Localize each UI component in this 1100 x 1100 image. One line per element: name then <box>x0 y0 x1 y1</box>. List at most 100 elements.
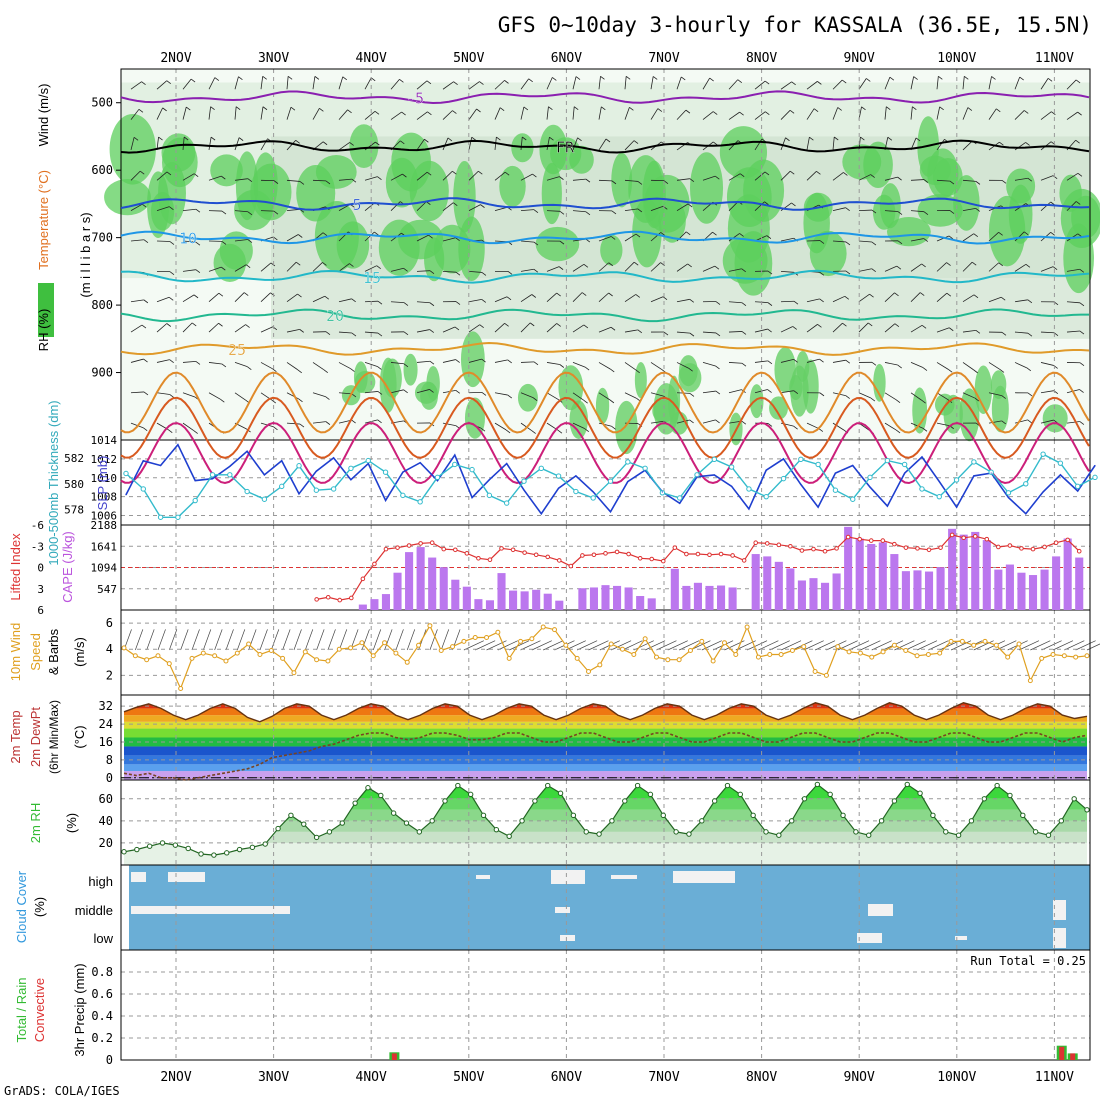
wind-barb <box>1014 110 1025 120</box>
rh-color-band <box>124 809 1087 821</box>
wind-barb-flag <box>1075 201 1081 205</box>
wind-barb-flag <box>897 364 902 369</box>
wind-barb-flag <box>424 138 429 143</box>
wind-barb-flag <box>663 180 669 184</box>
lifted-index-point <box>892 541 897 547</box>
wind-barb-flag <box>764 171 770 176</box>
lifted-index-point <box>880 538 886 543</box>
wind-speed-point <box>155 653 161 659</box>
rh-point <box>814 781 821 788</box>
wind-barb <box>780 358 794 363</box>
wind-barb <box>234 239 248 242</box>
wind-barb-flag <box>455 359 460 363</box>
cape-bar <box>774 561 783 610</box>
wind-speed-point <box>257 651 263 657</box>
wind-barb-10m <box>248 629 257 651</box>
wind-barb <box>468 137 473 151</box>
wind-barb-flag <box>938 75 943 80</box>
wind-barb <box>650 262 661 272</box>
rh-moist-cell <box>1008 184 1033 244</box>
rh-point <box>570 812 577 819</box>
lifted-index-point <box>1030 546 1036 552</box>
lifted-index-point <box>325 594 331 600</box>
wind-barb <box>650 205 664 212</box>
slp-point <box>557 487 560 489</box>
wind-speed-point <box>393 650 399 656</box>
isotherm-line <box>120 269 1090 284</box>
wind-barb-flag <box>1027 299 1033 304</box>
wind-barb-flag <box>657 108 663 112</box>
wind-barb-flag <box>660 262 665 266</box>
wind-barb <box>962 140 973 151</box>
slp-point <box>661 491 664 493</box>
wind-barb <box>494 392 508 396</box>
lifted-index-point <box>741 558 747 563</box>
wind-barb-10m <box>475 640 496 651</box>
wind-barb-10m <box>928 640 949 651</box>
cloud-patch <box>168 872 205 882</box>
lifted-index-point <box>1007 543 1013 548</box>
wind-barb <box>988 231 999 242</box>
wind-barb <box>572 137 578 151</box>
wind-barb-flag <box>741 331 747 335</box>
wind-barb <box>702 390 716 394</box>
wind-barb <box>468 81 480 90</box>
rh-point <box>146 843 153 849</box>
wind-barb <box>858 209 873 212</box>
wind-barb-flag <box>583 263 589 268</box>
wind-barb <box>624 76 627 90</box>
slp-point <box>765 469 767 471</box>
legend-total-rain: Total / Rain <box>14 977 29 1042</box>
rh-moist-cell <box>790 365 809 417</box>
wind-barb-flag <box>1023 231 1029 236</box>
lifted-index-point <box>395 545 400 550</box>
thickness-point <box>1005 490 1012 496</box>
thickness-point <box>227 472 233 478</box>
wind-barb-flag <box>193 173 199 177</box>
wind-barb-flag <box>608 262 613 267</box>
wind-barb <box>286 234 299 242</box>
rh-moist-cell <box>499 165 526 207</box>
wind-barb <box>780 81 792 90</box>
rh-point <box>519 818 525 824</box>
cape-bar <box>670 568 679 610</box>
wind-barb-flag <box>610 236 616 240</box>
cape-bar <box>589 587 598 610</box>
wind-barb-flag <box>585 178 591 183</box>
wind-speed-point <box>982 638 988 644</box>
wind-barb <box>234 324 246 333</box>
wind-barb-flag <box>403 331 409 336</box>
rh-moist-cell <box>726 167 772 227</box>
wind-barb-flag <box>793 359 798 363</box>
wind-barb <box>156 240 171 242</box>
wind-speed-point <box>733 651 739 657</box>
wind-barb <box>962 233 974 242</box>
wind-speed-point <box>1016 641 1022 647</box>
wind-barb-flag <box>975 208 981 212</box>
wind-speed-point <box>438 648 444 654</box>
rh-point <box>878 818 885 824</box>
wind-barb-10m <box>327 629 336 651</box>
wind-barb-flag <box>946 292 952 297</box>
wind-barb-flag <box>975 181 981 185</box>
rh-point <box>211 852 217 858</box>
thickness-point <box>573 488 579 495</box>
rh-moist-cell <box>219 231 253 270</box>
wind-speed-point <box>903 648 909 654</box>
wind-barb <box>598 106 602 120</box>
wind-barb-flag <box>322 141 328 146</box>
x-tick-label-top: 11NOV <box>1035 51 1074 66</box>
temp-color-band <box>124 737 1087 747</box>
slp-point <box>211 478 214 480</box>
wind-barb-flag <box>532 397 538 401</box>
cloud-patch <box>476 875 490 879</box>
rh-point <box>506 833 512 839</box>
y-tick-label: 0.2 <box>91 1031 113 1045</box>
thickness-point <box>659 490 666 496</box>
x-tick-label-top: 3NOV <box>258 51 289 66</box>
wind-speed-point <box>642 636 648 642</box>
wind-barb-flag <box>247 211 253 216</box>
wind-barb-flag <box>169 359 174 363</box>
rh-point <box>917 790 923 796</box>
thickness-point <box>469 466 475 473</box>
